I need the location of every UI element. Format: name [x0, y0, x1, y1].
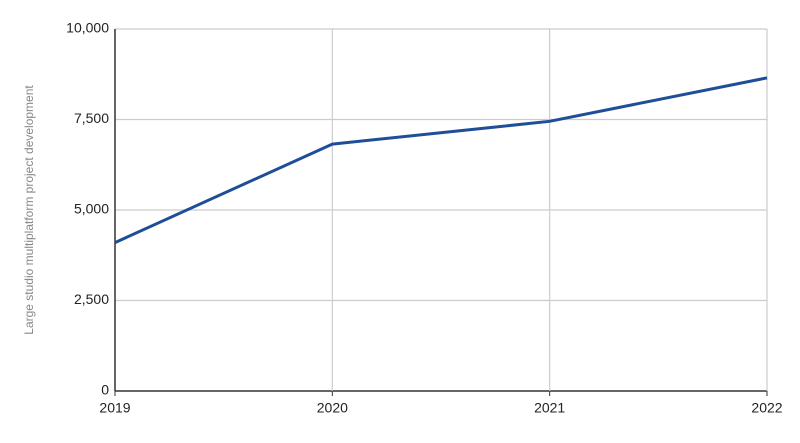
- x-tick-label: 2022: [751, 400, 782, 416]
- y-tick-label: 2,500: [74, 291, 109, 307]
- x-tick-label: 2020: [317, 400, 348, 416]
- line: [114, 76, 768, 244]
- y-tick-label: 10,000: [66, 20, 109, 36]
- x-tick-label: 2021: [534, 400, 565, 416]
- y-tick-label: 7,500: [74, 110, 109, 126]
- y-axis-label: Large studio multiplatform project devel…: [22, 85, 36, 335]
- y-tick-label: 5,000: [74, 201, 109, 217]
- y-tick-label: 0: [101, 382, 109, 398]
- x-tick-label: 2019: [99, 400, 130, 416]
